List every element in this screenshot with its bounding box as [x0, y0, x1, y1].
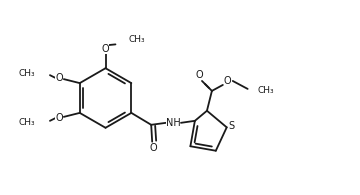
Text: CH₃: CH₃ [18, 118, 35, 127]
Text: CH₃: CH₃ [258, 86, 274, 95]
Text: O: O [102, 44, 109, 54]
Text: CH₃: CH₃ [18, 69, 35, 78]
Text: O: O [55, 73, 63, 83]
Text: O: O [195, 70, 203, 80]
Text: O: O [55, 113, 63, 123]
Text: S: S [229, 121, 235, 131]
Text: O: O [149, 143, 157, 153]
Text: CH₃: CH₃ [129, 35, 145, 44]
Text: NH: NH [166, 118, 180, 128]
Text: O: O [224, 76, 231, 86]
